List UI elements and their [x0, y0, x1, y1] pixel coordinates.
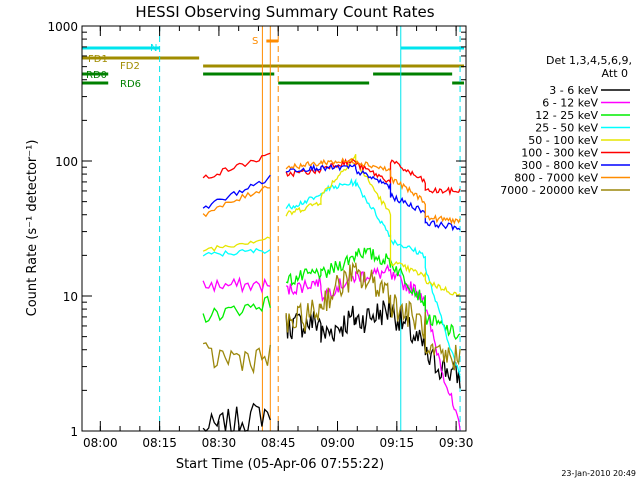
legend-label-0: 3 - 6 keV: [549, 84, 598, 97]
series-line-0-part-1: [285, 299, 461, 389]
y-tick-label-1: 10: [63, 290, 78, 304]
series-line-2-part-0: [202, 295, 271, 324]
footer-timestamp: 23-Jan-2010 20:49: [561, 469, 636, 478]
flag-label-fd2: FD2: [120, 61, 140, 72]
series-line-7-part-0: [202, 185, 271, 218]
legend-label-6: 300 - 800 keV: [521, 159, 598, 172]
series-7: [202, 157, 461, 225]
series-line-1-part-0: [202, 276, 271, 294]
y-tick-label-3: 1000: [47, 20, 78, 34]
x-axis-label: Start Time (05-Apr-06 07:55:22): [176, 457, 384, 472]
x-tick-label-3: 08:45: [261, 436, 296, 450]
series-8: [202, 261, 461, 375]
legend-label-3: 25 - 50 keV: [535, 122, 598, 135]
series-line-5-part-0: [202, 152, 271, 179]
series-line-2-part-1: [285, 247, 461, 340]
series-line-3-part-0: [202, 247, 271, 257]
legend-label-5: 100 - 300 keV: [521, 147, 598, 160]
series-6: [202, 163, 461, 232]
series-line-7-part-1: [285, 157, 461, 225]
series-line-8-part-1: [285, 261, 461, 371]
series-4: [202, 153, 461, 297]
x-tick-label-4: 09:00: [320, 436, 355, 450]
plot-frame: [81, 25, 467, 432]
series-line-6-part-0: [202, 174, 271, 210]
y-tick-label-2: 100: [55, 155, 78, 169]
chart-title: HESSI Observing Summary Count Rates: [135, 3, 434, 21]
series-1: [202, 263, 461, 431]
legend-label-8: 7000 - 20000 keV: [500, 184, 598, 197]
legend-label-2: 12 - 25 keV: [535, 109, 598, 122]
x-tick-label-6: 09:30: [439, 436, 474, 450]
series-line-0-part-0: [202, 402, 271, 433]
flag-label-n: N: [150, 43, 157, 54]
flag-bars: [82, 39, 465, 85]
series-0: [202, 299, 461, 433]
y-tick-label-0: 1: [70, 425, 78, 439]
series-line-1-part-1: [285, 263, 461, 431]
flag-label-rd0: RD0: [86, 70, 107, 81]
y-axis-label: Count Rate (s⁻¹ detector⁻¹): [25, 140, 40, 317]
flag-label-fd1: FD1: [88, 54, 108, 65]
legend-label-1: 6 - 12 keV: [542, 97, 598, 110]
x-tick-label-1: 08:15: [142, 436, 177, 450]
legend-title-line1: Det 1,3,4,5,6,9,: [546, 54, 632, 67]
series-line-4-part-0: [202, 236, 271, 252]
series-line-4-part-1: [285, 153, 461, 297]
flag-label-rd6: RD6: [120, 79, 141, 90]
x-tick-label-0: 08:00: [83, 436, 118, 450]
x-tick-label-2: 08:30: [202, 436, 237, 450]
legend-label-4: 50 - 100 keV: [528, 134, 598, 147]
series-line-8-part-0: [202, 342, 271, 375]
axes: 1 10 100 1000 08:00 08:15 08:30 08:45 09:00 09:15…: [47, 20, 473, 450]
vertical-markers: [159, 26, 461, 431]
legend-label-7: 800 - 7000 keV: [514, 172, 598, 185]
series-lines: [202, 152, 461, 433]
flag-label-s: S: [252, 36, 258, 47]
series-2: [202, 247, 461, 340]
series-line-6-part-1: [286, 163, 461, 232]
flag-labels: N S FD1 FD2 RD0 RD6: [86, 36, 258, 90]
x-tick-label-5: 09:15: [380, 436, 415, 450]
legend-title-line2: Att 0: [602, 67, 628, 80]
